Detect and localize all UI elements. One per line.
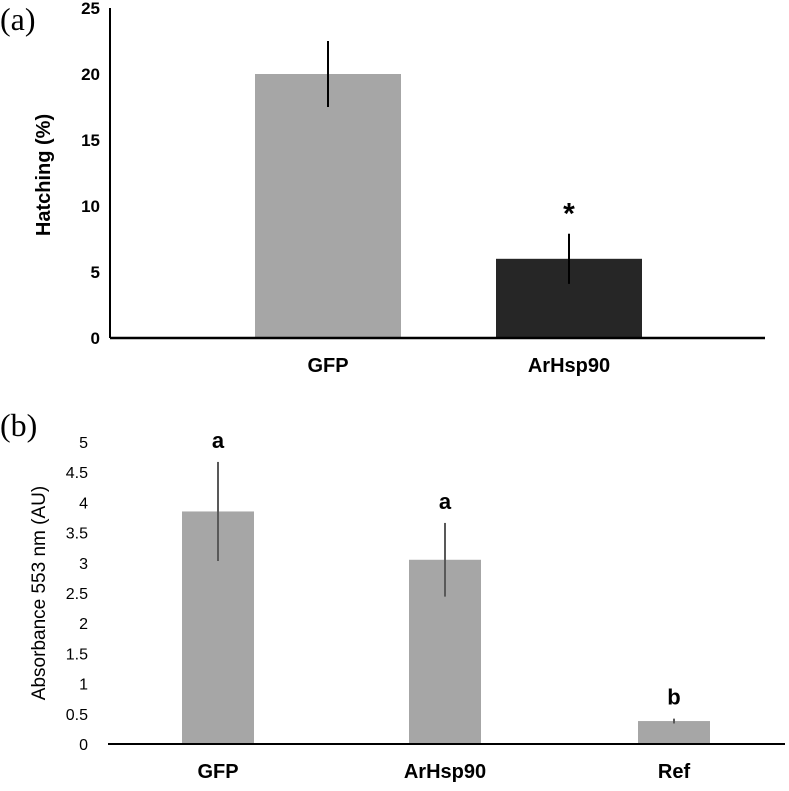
panel-a-y-ticks: 0 5 10 15 20 25 xyxy=(81,0,100,348)
panel-a-y-tick-25: 25 xyxy=(81,0,100,18)
panel-a-bar-gfp xyxy=(255,74,401,338)
panel-b-x-label-gfp: GFP xyxy=(197,761,238,783)
panel-b-x-categories: GFP ArHsp90 Ref xyxy=(197,761,690,783)
panel-b-y-tick-5: 5 xyxy=(79,435,88,452)
panel-b-x-label-arhsp90: ArHsp90 xyxy=(404,761,486,783)
panel-b-y-tick-3-5: 3.5 xyxy=(66,526,88,543)
panel-b-bar-ref xyxy=(638,721,710,744)
panel-a-y-tick-15: 15 xyxy=(81,131,100,150)
panel-b-y-tick-2-5: 2.5 xyxy=(66,586,88,603)
panel-a-label: (a) xyxy=(0,1,36,37)
panel-a-y-tick-20: 20 xyxy=(81,65,100,84)
panel-b-y-tick-3: 3 xyxy=(79,556,88,573)
panel-b-absorbance-chart: (b) Absorbance 553 nm (AU) 0 0.5 1 1.5 2 2.5 3… xyxy=(0,407,785,783)
panel-a-y-tick-5: 5 xyxy=(91,263,100,282)
panel-a-significance-arhsp90: * xyxy=(563,198,575,231)
panel-a-x-categories: GFP ArHsp90 xyxy=(307,355,610,377)
panel-a-error-bars xyxy=(327,41,570,284)
panel-b-label: (b) xyxy=(0,407,37,443)
panel-b-letter-gfp: a xyxy=(212,428,225,453)
panel-b-y-axis-title: Absorbance 553 nm (AU) xyxy=(29,486,50,700)
panel-b-y-tick-0-5: 0.5 xyxy=(66,707,88,724)
panel-b-y-tick-4: 4 xyxy=(79,495,88,512)
panel-a-y-tick-0: 0 xyxy=(91,329,100,348)
panel-a-x-label-gfp: GFP xyxy=(307,355,348,377)
panel-b-y-tick-1-5: 1.5 xyxy=(66,646,88,663)
panel-b-letter-ref: b xyxy=(667,685,680,710)
panel-a-hatching-chart: (a) Hatching (%) 0 5 10 15 20 25 * GFP ArHsp90 xyxy=(0,0,765,377)
panel-a-bars xyxy=(255,74,642,338)
panel-a-x-label-arhsp90: ArHsp90 xyxy=(528,355,610,377)
panel-b-y-tick-1: 1 xyxy=(79,677,88,694)
panel-b-letter-arhsp90: a xyxy=(439,489,452,514)
panel-a-y-axis-title: Hatching (%) xyxy=(33,114,55,236)
panel-b-y-tick-0: 0 xyxy=(79,737,88,754)
panel-b-y-tick-4-5: 4.5 xyxy=(66,465,88,482)
panel-a-y-tick-10: 10 xyxy=(81,197,100,216)
panel-a-annotations: * xyxy=(563,198,575,231)
panel-b-error-bars xyxy=(217,461,675,724)
panel-b-annotations: a a b xyxy=(212,428,681,710)
panel-b-y-ticks: 0 0.5 1 1.5 2 2.5 3 3.5 4 4.5 5 xyxy=(66,435,88,754)
panel-b-y-tick-2: 2 xyxy=(79,616,88,633)
panel-b-x-label-ref: Ref xyxy=(658,761,691,783)
